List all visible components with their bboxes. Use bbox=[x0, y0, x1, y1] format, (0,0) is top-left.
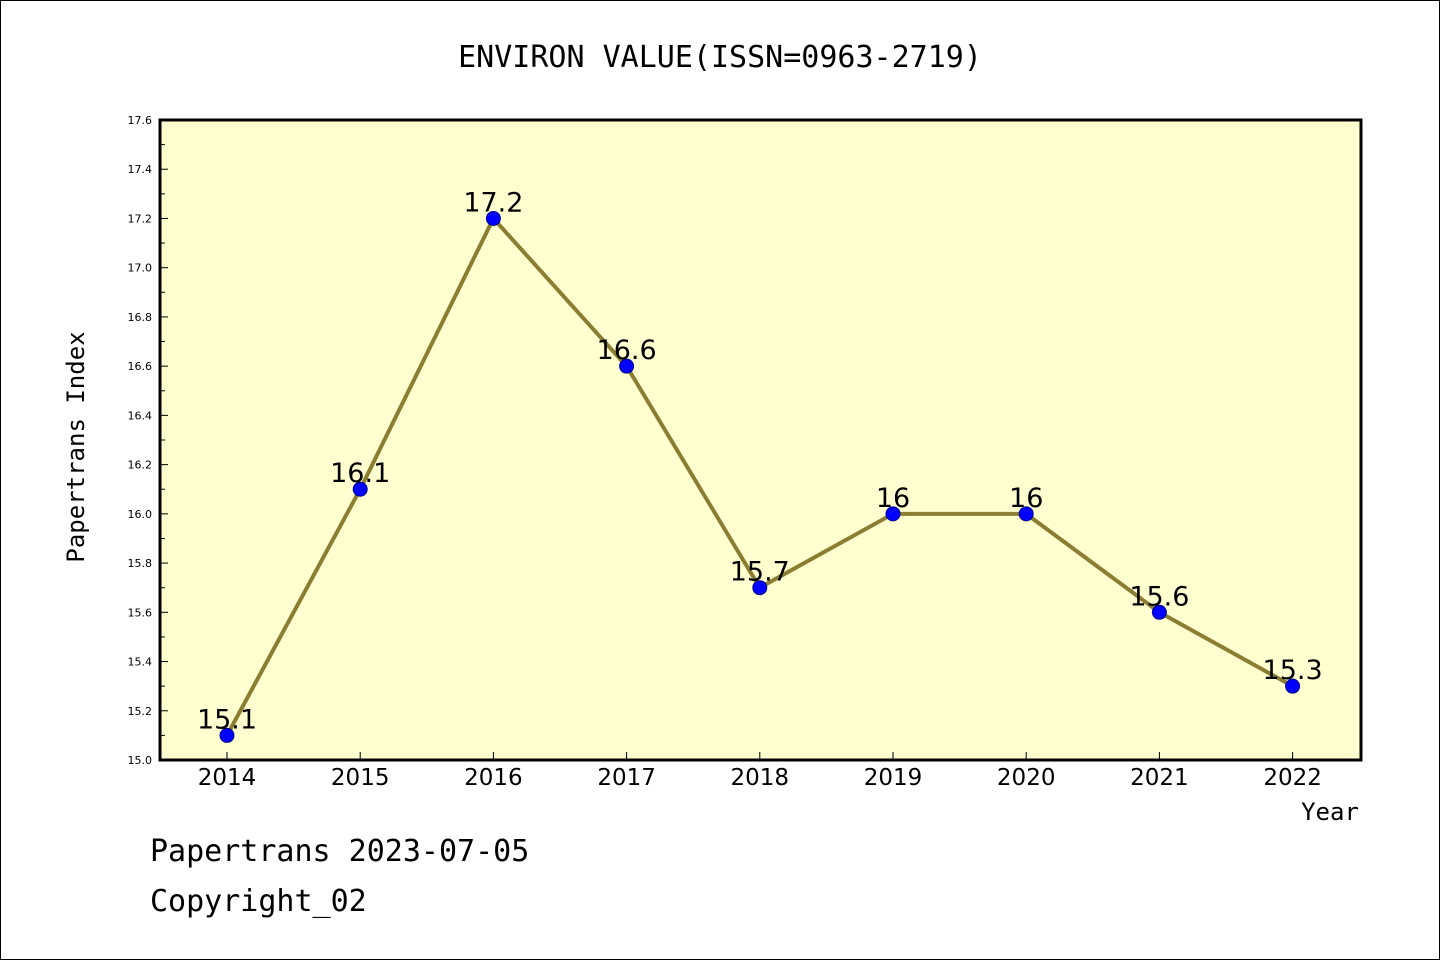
data-label: 16.6 bbox=[597, 335, 657, 366]
y-tick-label: 15.8 bbox=[128, 557, 153, 570]
plot-area bbox=[160, 120, 1361, 760]
footer-source: Papertrans 2023-07-05 bbox=[150, 834, 530, 869]
data-point bbox=[752, 580, 768, 596]
plot-border bbox=[158, 118, 1363, 762]
data-label: 15.1 bbox=[197, 704, 257, 735]
x-tick-label: 2018 bbox=[731, 765, 790, 791]
x-axis: 2014 2015 2016 2017 2018 2019 2020 2021 2022 bbox=[198, 752, 1322, 791]
y-tick-label: 16.8 bbox=[128, 311, 153, 324]
x-tick-label: 2014 bbox=[198, 765, 257, 791]
data-point bbox=[219, 727, 235, 743]
data-point bbox=[1151, 604, 1167, 620]
footer-copyright: Copyright_02 bbox=[150, 884, 367, 919]
data-point bbox=[619, 358, 635, 374]
data-label: 17.2 bbox=[463, 187, 523, 218]
data-point bbox=[1285, 678, 1301, 694]
y-tick-label: 16.2 bbox=[128, 459, 153, 472]
x-tick-label: 2015 bbox=[331, 765, 390, 791]
data-label: 15.6 bbox=[1129, 581, 1189, 612]
x-tick-label: 2019 bbox=[864, 765, 923, 791]
x-tick-label: 2016 bbox=[464, 765, 523, 791]
chart-title: ENVIRON VALUE(ISSN=0963-2719) bbox=[458, 40, 982, 75]
y-tick-label: 15.2 bbox=[128, 705, 153, 718]
x-axis-label: Year bbox=[1301, 798, 1359, 826]
data-point bbox=[485, 210, 501, 226]
data-label: 16 bbox=[1009, 483, 1043, 514]
y-tick-label: 17.2 bbox=[128, 212, 153, 225]
x-tick-label: 2021 bbox=[1130, 765, 1189, 791]
data-point bbox=[885, 506, 901, 522]
y-tick-label: 15.6 bbox=[128, 606, 153, 619]
y-axis-label: Papertrans Index bbox=[62, 331, 90, 562]
y-tick-label: 16.4 bbox=[128, 409, 153, 422]
x-tick-label: 2020 bbox=[997, 765, 1056, 791]
y-tick-label: 15.4 bbox=[128, 656, 153, 669]
data-label: 16.1 bbox=[330, 458, 390, 489]
series-line: 15.1 16.1 17.2 16.6 15.7 16 16 15.6 15.3 bbox=[197, 187, 1323, 743]
x-tick-label: 2017 bbox=[597, 765, 656, 791]
y-tick-label: 17.0 bbox=[128, 262, 153, 275]
y-tick-label: 15.0 bbox=[128, 754, 153, 767]
data-point bbox=[352, 481, 368, 497]
y-tick-label: 17.4 bbox=[128, 163, 153, 176]
data-label: 16 bbox=[876, 483, 910, 514]
data-label: 15.3 bbox=[1263, 655, 1323, 686]
x-tick-label: 2022 bbox=[1263, 765, 1322, 791]
data-point bbox=[1018, 506, 1034, 522]
data-label: 15.7 bbox=[730, 557, 790, 588]
y-tick-label: 17.6 bbox=[128, 114, 153, 127]
y-tick-label: 16.0 bbox=[128, 508, 153, 521]
y-tick-label: 16.6 bbox=[128, 360, 153, 373]
